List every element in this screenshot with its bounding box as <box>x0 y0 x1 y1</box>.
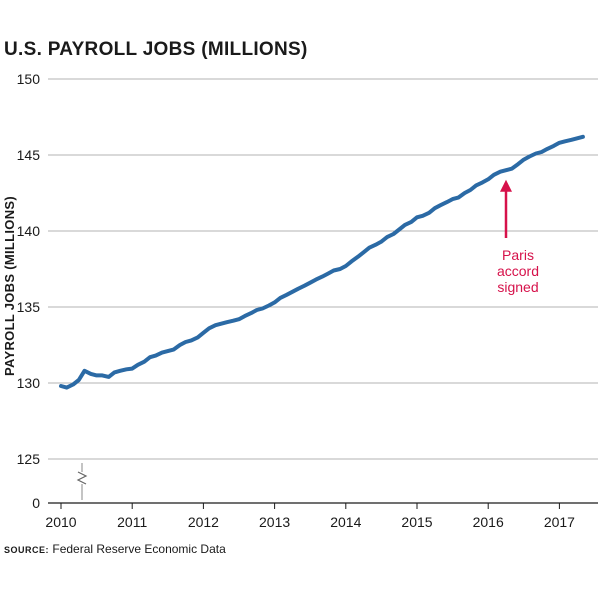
y-tick-125: 125 <box>17 451 41 467</box>
annotation-text-line-1: accord <box>497 263 539 279</box>
x-tick-2015: 2015 <box>401 514 432 530</box>
x-tick-2010: 2010 <box>45 514 76 530</box>
y-tick-140: 140 <box>17 223 41 239</box>
axis-break-zigzag <box>76 471 88 485</box>
chart-title: U.S. PAYROLL JOBS (MILLIONS) <box>4 39 308 60</box>
x-tick-2011: 2011 <box>117 514 147 530</box>
x-tick-2013: 2013 <box>259 514 290 530</box>
series-line-0 <box>59 134 585 390</box>
series-layer <box>59 134 585 390</box>
tick-labels: 0 125 130 135 140 145 150 2010 2011 2012 2013 2014 2… <box>17 71 576 530</box>
annotation-text-line-2: signed <box>497 279 538 295</box>
x-tick-2017: 2017 <box>544 514 575 530</box>
source-text: Federal Reserve Economic Data <box>52 542 226 556</box>
annotation-text-line-0: Paris <box>502 247 534 263</box>
annotation-arrowhead <box>500 179 512 192</box>
source-label: SOURCE: <box>4 545 50 555</box>
x-tick-2016: 2016 <box>473 514 504 530</box>
source-note: SOURCE: Federal Reserve Economic Data <box>4 542 226 556</box>
y-tick-0: 0 <box>32 495 40 511</box>
y-axis-label: PAYROLL JOBS (MILLIONS) <box>2 196 17 376</box>
y-tick-130: 130 <box>17 375 41 391</box>
x-tick-2012: 2012 <box>188 514 219 530</box>
x-tick-2014: 2014 <box>330 514 361 530</box>
y-tick-150: 150 <box>17 71 41 87</box>
y-tick-135: 135 <box>17 299 41 315</box>
axes <box>48 463 598 509</box>
y-tick-145: 145 <box>17 147 41 163</box>
